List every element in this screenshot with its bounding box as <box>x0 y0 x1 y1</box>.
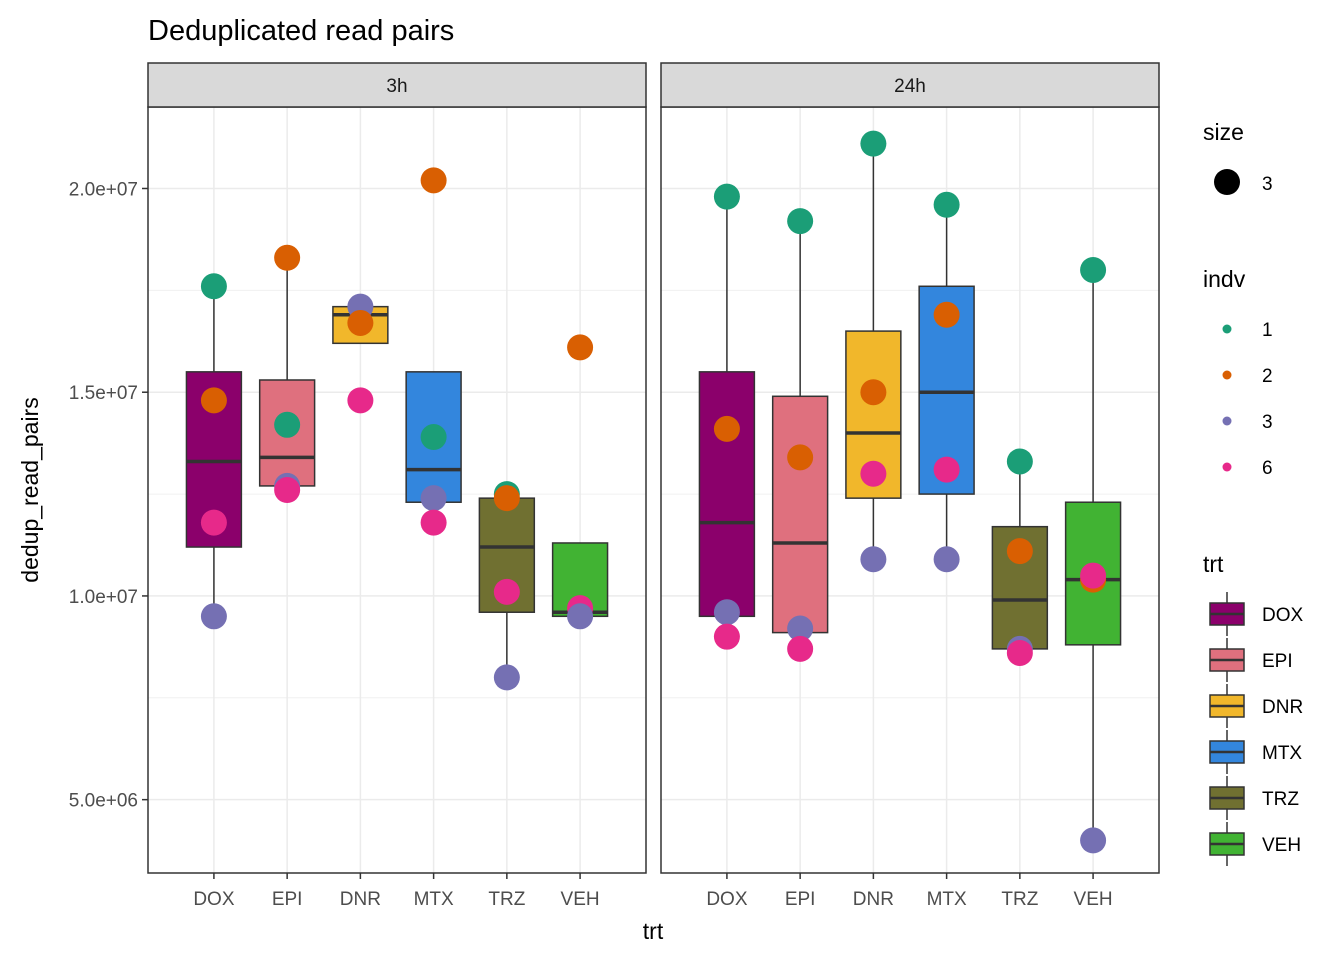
data-point-MTX-indv-1 <box>933 191 960 218</box>
data-point-MTX-indv-2 <box>933 301 960 328</box>
facet-strip-label: 24h <box>894 76 926 97</box>
data-point-DNR-indv-1 <box>860 130 887 157</box>
data-point-VEH-indv-2 <box>567 334 594 361</box>
legend-indv: indv 1 2 3 6 <box>1203 266 1273 479</box>
y-axis-label: dedup_read_pairs <box>17 397 43 582</box>
y-tick-label: 1.0e+07 <box>69 587 138 608</box>
data-point-MTX-indv-1 <box>420 424 447 451</box>
x-tick-label: DOX <box>193 889 235 910</box>
y-tick-label: 1.5e+07 <box>69 383 138 404</box>
x-tick-label: EPI <box>272 889 303 910</box>
data-point-TRZ-indv-6 <box>493 578 520 605</box>
data-point-TRZ-indv-6 <box>1006 639 1033 666</box>
data-point-DOX-indv-2 <box>713 415 740 442</box>
box-body <box>771 395 829 634</box>
legend-size: size 3 <box>1203 119 1273 195</box>
data-point-EPI-indv-3 <box>787 615 814 642</box>
data-point-DNR-indv-6 <box>860 460 887 487</box>
legend-indv-key-3 <box>1222 416 1232 426</box>
data-point-EPI-indv-1 <box>787 208 814 235</box>
data-point-DOX-indv-1 <box>200 273 227 300</box>
data-point-EPI-indv-2 <box>274 244 301 271</box>
data-point-DOX-indv-1 <box>713 183 740 210</box>
legend-trt-title: trt <box>1203 551 1224 577</box>
data-point-MTX-indv-3 <box>933 546 960 573</box>
legend-size-title: size <box>1203 119 1244 145</box>
facet-panels: 3h DOX EPI DNR MTX TRZ VEH 24h DOX EPI DNR MTX TRZ VE… <box>69 62 1160 910</box>
data-point-DOX-indv-6 <box>200 509 227 536</box>
data-point-VEH-indv-3 <box>1080 827 1107 854</box>
box-body <box>698 371 756 618</box>
data-point-DOX-indv-3 <box>713 599 740 626</box>
panel-3h: 3h DOX EPI DNR MTX TRZ VEH <box>147 62 647 910</box>
data-point-MTX-indv-6 <box>420 509 447 536</box>
legend-trt-label-DNR: DNR <box>1262 697 1303 718</box>
data-point-VEH-indv-1 <box>1080 256 1107 283</box>
panel-24h: 24h DOX EPI DNR MTX TRZ VEH <box>660 62 1160 910</box>
box-DNR <box>845 143 902 560</box>
x-axis-label: trt <box>643 918 664 944</box>
x-tick-label: DNR <box>340 889 381 910</box>
data-point-MTX-indv-3 <box>420 485 447 512</box>
legend-indv-label-6: 6 <box>1262 458 1273 479</box>
data-point-DNR-indv-2 <box>347 309 374 336</box>
data-point-TRZ-indv-1 <box>1006 448 1033 475</box>
x-tick-label: VEH <box>561 889 600 910</box>
y-tick-label: 5.0e+06 <box>69 791 138 812</box>
x-tick-label: MTX <box>927 889 967 910</box>
legend-indv-key-6 <box>1222 462 1232 472</box>
data-point-VEH-indv-3 <box>567 603 594 630</box>
legend-indv-label-2: 2 <box>1262 366 1273 387</box>
x-tick-label: VEH <box>1074 889 1113 910</box>
facet-strip <box>147 62 647 108</box>
legend-indv-title: indv <box>1203 266 1246 292</box>
legend-indv-key-1 <box>1222 324 1232 334</box>
data-point-EPI-indv-1 <box>274 411 301 438</box>
data-point-DNR-indv-3 <box>860 546 887 573</box>
data-point-EPI-indv-2 <box>787 444 814 471</box>
data-point-DOX-indv-6 <box>713 623 740 650</box>
data-point-VEH-indv-6 <box>1080 562 1107 589</box>
data-point-DNR-indv-2 <box>860 379 887 406</box>
legend-size-key <box>1214 169 1240 195</box>
legend-trt: trt DOX EPI DNR MTX TRZ VEH <box>1203 551 1304 866</box>
legend-trt-label-VEH: VEH <box>1262 835 1301 856</box>
data-point-DOX-indv-3 <box>200 603 227 630</box>
legend-trt-label-DOX: DOX <box>1262 605 1304 626</box>
legend-indv-label-3: 3 <box>1262 412 1273 433</box>
y-tick-label: 2.0e+07 <box>69 179 138 200</box>
data-point-TRZ-indv-2 <box>1006 538 1033 565</box>
facet-strip <box>660 62 1160 108</box>
facet-strip-label: 3h <box>386 76 407 97</box>
legend-trt-label-MTX: MTX <box>1262 743 1302 764</box>
data-point-MTX-indv-6 <box>933 456 960 483</box>
x-tick-label: DOX <box>706 889 748 910</box>
data-point-MTX-indv-2 <box>420 167 447 194</box>
box-DOX <box>698 196 756 637</box>
legend-trt-label-TRZ: TRZ <box>1262 789 1299 810</box>
data-point-TRZ-indv-3 <box>493 664 520 691</box>
x-tick-label: EPI <box>785 889 816 910</box>
x-tick-label: TRZ <box>488 889 525 910</box>
x-tick-label: DNR <box>853 889 894 910</box>
data-point-DNR-indv-6 <box>347 387 374 414</box>
x-tick-label: MTX <box>414 889 454 910</box>
box-body <box>845 330 902 499</box>
data-point-TRZ-indv-2 <box>493 485 520 512</box>
legend-trt-label-EPI: EPI <box>1262 651 1293 672</box>
legend-indv-label-1: 1 <box>1262 320 1273 341</box>
data-point-EPI-indv-6 <box>787 635 814 662</box>
chart-title: Deduplicated read pairs <box>148 15 454 47</box>
data-point-EPI-indv-6 <box>274 477 301 503</box>
data-point-DOX-indv-2 <box>200 387 227 414</box>
legend-indv-key-2 <box>1222 370 1232 380</box>
x-tick-label: TRZ <box>1001 889 1038 910</box>
legend-size-label: 3 <box>1262 174 1273 195</box>
